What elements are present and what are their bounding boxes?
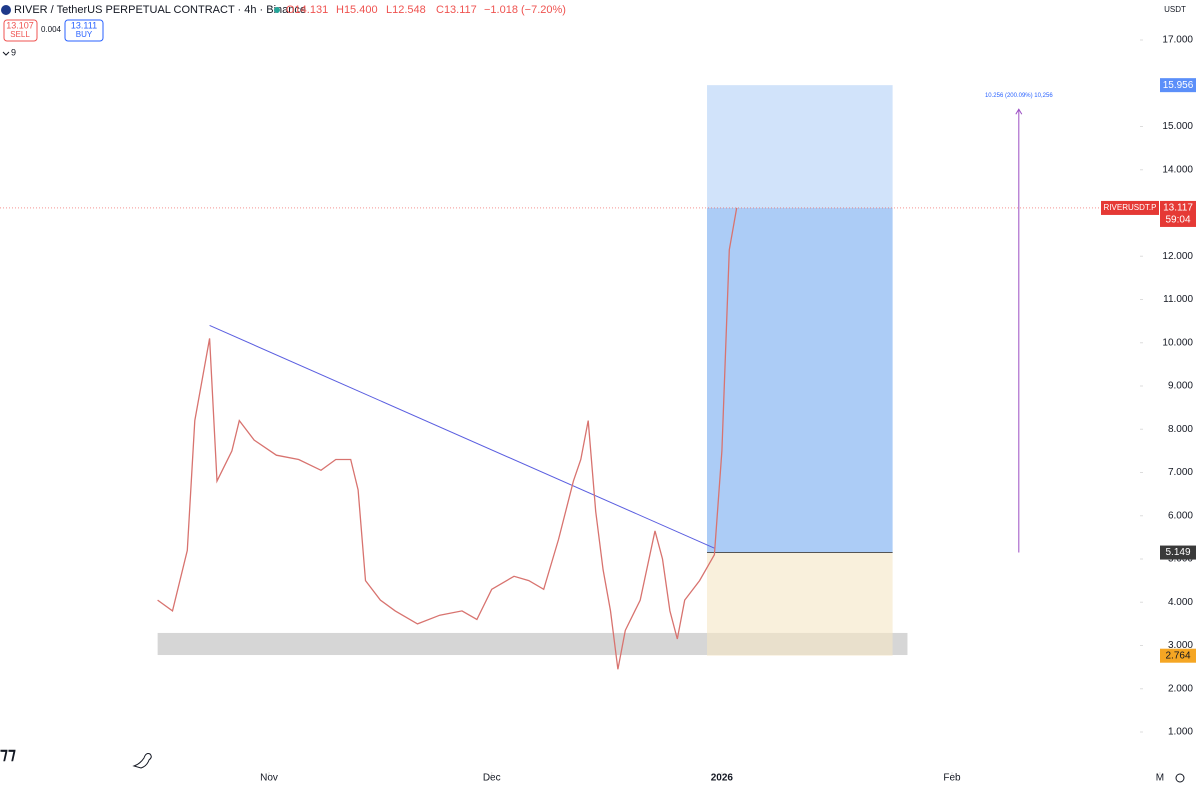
y-tick-label: 6.000 <box>1168 510 1193 521</box>
target-price-label: 15.956 <box>1163 80 1194 91</box>
entry-price-label-box <box>1160 545 1196 560</box>
y-tick-label: 8.000 <box>1168 424 1193 435</box>
y-tick-label: 15.000 <box>1162 121 1193 132</box>
y-tick-label: 9.000 <box>1168 381 1193 392</box>
sell-label: SELL <box>10 30 30 39</box>
x-tick-label: M <box>1156 773 1164 784</box>
stop-area <box>707 552 893 656</box>
ohlc-low: L12.548 <box>386 4 426 16</box>
symbol-title: RIVER / TetherUS PERPETUAL CONTRACT · 4h… <box>14 4 306 16</box>
stop-price-label: 2.764 <box>1165 650 1190 661</box>
buy-label: BUY <box>76 30 93 39</box>
measure-label: 10.256 (200.09%) 10,256 <box>985 93 1053 99</box>
buy-button[interactable] <box>64 19 104 42</box>
sell-price: 13.107 <box>6 20 34 30</box>
x-tick-label: Nov <box>260 773 278 784</box>
entry-price-label: 5.149 <box>1165 547 1190 558</box>
symbol-tag: RIVERUSDT.P <box>1104 203 1157 212</box>
y-tick-label: 4.000 <box>1168 597 1193 608</box>
measure-arrowhead <box>1015 108 1023 115</box>
price-line <box>157 207 738 670</box>
countdown: 59:04 <box>1165 215 1190 226</box>
target-area-upper <box>707 85 893 208</box>
last-price-label: 13.117 <box>1163 203 1193 214</box>
symbol-tag-box <box>1101 200 1159 215</box>
mascot-icon <box>132 753 152 769</box>
sell-button[interactable] <box>3 19 38 42</box>
target-price-label-box <box>1160 78 1196 93</box>
x-tick-label: Feb <box>943 773 961 784</box>
buy-price: 13.111 <box>71 20 97 30</box>
ohlc-high: H15.400 <box>336 4 378 16</box>
symbol-icon <box>1 5 11 15</box>
y-tick-label: 1.000 <box>1168 727 1193 738</box>
ohlc-open: O14.131 <box>286 4 328 16</box>
spread: 0.004 <box>41 25 62 34</box>
last-price-box <box>1160 200 1196 227</box>
y-tick-label: 14.000 <box>1162 164 1193 175</box>
trendline <box>209 324 715 549</box>
y-tick-label: 17.000 <box>1162 35 1193 46</box>
y-tick-label: 7.000 <box>1168 467 1193 478</box>
indicator-count: 9 <box>11 47 16 57</box>
target-area <box>707 207 893 553</box>
ohlc-change: −1.018 (−7.20%) <box>484 4 566 16</box>
y-tick-label: 3.000 <box>1168 640 1193 651</box>
collapse-icon[interactable] <box>2 51 10 56</box>
currency: USDT <box>1164 5 1186 14</box>
y-tick-label: 11.000 <box>1163 294 1193 305</box>
y-tick-label: 2.000 <box>1168 683 1193 694</box>
x-tick-label: Dec <box>483 773 501 784</box>
stop-price-label-box <box>1160 648 1196 663</box>
tv-logo: ⁊⁊ <box>0 746 16 763</box>
ohlc-close: C13.117 <box>436 4 477 16</box>
x-tick-label: 2026 <box>711 773 734 784</box>
status-dot <box>274 7 280 13</box>
settings-icon[interactable] <box>1175 773 1185 783</box>
y-tick-label: 12.000 <box>1162 251 1193 262</box>
y-tick-label: 10.000 <box>1162 337 1193 348</box>
